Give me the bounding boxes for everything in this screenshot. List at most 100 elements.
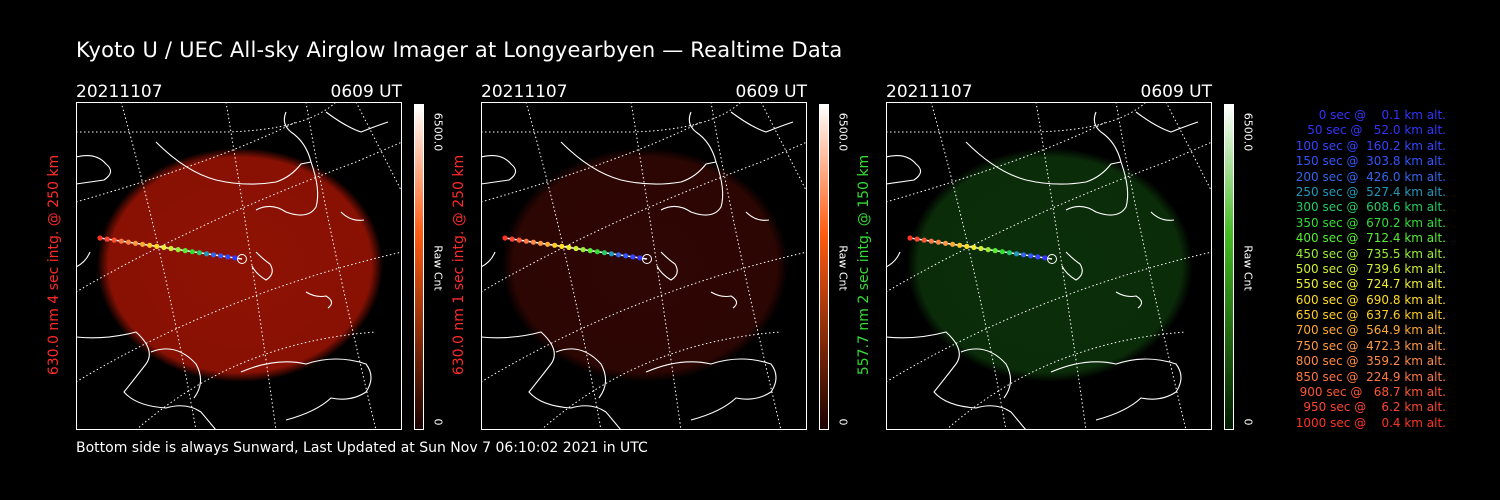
satellite-track [907,235,1057,264]
panel-date: 20211107 [76,82,163,102]
track-point [573,245,579,252]
track-point [537,240,544,246]
track-point [978,245,984,252]
coastlines [886,111,1199,430]
track-point [964,243,970,249]
track-point [125,239,131,245]
airglow-disk [502,148,788,382]
imager-panel-2: 20211107 0609 UT 630.0 nm 1 sec intg. @ … [451,80,901,430]
legend-entry: 850 sec @ 224.9 km alt. [1295,369,1446,384]
track-point [928,238,934,244]
track-point [1006,250,1012,256]
airglow-disk [907,148,1193,382]
track-point [509,236,515,242]
legend-entry: 350 sec @ 670.2 km alt. [1295,215,1446,230]
track-point [111,237,117,243]
legend-entry: 750 sec @ 472.3 km alt. [1295,338,1446,353]
track-point [914,236,920,242]
track-point [1042,255,1048,261]
track-point [985,247,991,253]
track-point [523,238,529,244]
track-point [950,241,956,247]
coastlines [481,111,794,430]
track-point [218,253,224,259]
track-point [559,243,565,249]
graticule-lines [76,102,402,430]
track-point [552,242,558,248]
allsky-map [886,102,1212,430]
track-point [907,235,913,241]
track-point [630,254,636,260]
track-point [1028,253,1034,259]
track-point [1035,254,1041,260]
satellite-track [97,235,247,264]
legend-entry: 600 sec @ 690.8 km alt. [1295,292,1446,307]
panel-date: 20211107 [481,82,568,102]
track-point [189,249,195,255]
track-point [1013,251,1020,257]
page-title: Kyoto U / UEC All-sky Airglow Imager at … [76,38,843,62]
track-point [545,241,551,247]
legend-entry: 300 sec @ 608.6 km alt. [1295,200,1446,215]
track-point [140,241,146,247]
legend-entry: 950 sec @ 6.2 km alt. [1303,400,1446,415]
track-point [992,248,998,254]
legend-entry: 800 sec @ 359.2 km alt. [1295,354,1446,369]
track-point [594,249,600,255]
track-point [211,252,217,258]
track-point [237,254,247,264]
track-point [587,248,593,254]
footer-status: Bottom side is always Sunward, Last Upda… [76,440,648,456]
legend-entry: 550 sec @ 724.7 km alt. [1295,277,1446,292]
colorbar [414,104,424,430]
legend-entry: 1000 sec @ 0.4 km alt. [1295,415,1446,430]
track-point [203,251,210,257]
track-point [1021,252,1027,258]
track-point [942,240,949,246]
track-point [608,251,615,257]
allsky-map [76,102,402,430]
legend-entry: 200 sec @ 426.0 km alt. [1295,169,1446,184]
legend-entry: 500 sec @ 739.6 km alt. [1295,261,1446,276]
track-point [118,238,124,244]
allsky-map [481,102,807,430]
track-point [182,248,188,254]
track-point [196,250,202,256]
graticule-lines [886,102,1212,430]
legend-entry: 450 sec @ 735.5 km alt. [1295,246,1446,261]
legend-entry: 100 sec @ 160.2 km alt. [1295,138,1446,153]
graticule-lines [481,102,807,430]
track-point [580,247,586,253]
panel-time: 0609 UT [330,82,403,102]
track-point [175,247,181,253]
track-point [232,255,238,261]
legend-entry: 150 sec @ 303.8 km alt. [1295,154,1446,169]
panel-date: 20211107 [886,82,973,102]
track-point [1047,254,1057,264]
coastlines [76,111,389,430]
legend-entry: 0 sec @ 0.1 km alt. [1318,108,1446,122]
satellite-track [502,235,652,264]
track-point [225,254,231,260]
track-point [132,240,139,246]
track-point [601,250,607,256]
imager-panel-3: 20211107 0609 UT 557.7 nm 2 sec intg. @ … [856,80,1306,430]
legend-entry: 50 sec @ 52.0 km alt. [1307,123,1446,138]
legend-entry: 400 sec @ 712.4 km alt. [1295,231,1446,246]
colorbar [1224,104,1234,430]
track-point [616,252,622,258]
track-point [623,253,629,259]
track-point [999,249,1005,255]
legend-entry: 650 sec @ 637.6 km alt. [1295,308,1446,323]
track-point [104,236,110,242]
map-frame [76,102,402,430]
track-point [516,237,522,243]
track-point [642,254,652,264]
map-frame [886,102,1212,430]
legend-entry: 700 sec @ 564.9 km alt. [1295,323,1446,338]
track-point [530,239,536,245]
track-point [921,237,927,243]
track-point [957,242,963,248]
track-point [161,244,167,250]
panel-time: 0609 UT [1140,82,1213,102]
